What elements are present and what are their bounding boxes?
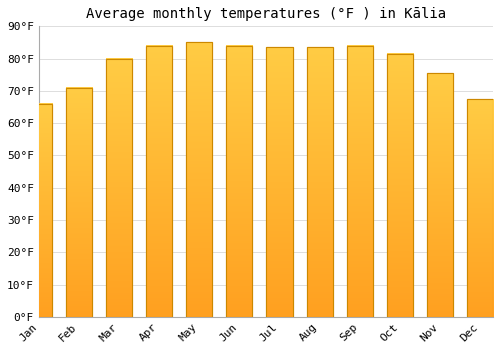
Bar	[387, 54, 413, 317]
Bar	[467, 99, 493, 317]
Bar	[346, 46, 372, 317]
Bar	[427, 73, 453, 317]
Bar	[306, 47, 332, 317]
Bar	[106, 58, 132, 317]
Bar	[266, 47, 292, 317]
Bar	[106, 58, 132, 317]
Bar	[66, 88, 92, 317]
Bar	[346, 46, 372, 317]
Title: Average monthly temperatures (°F ) in Kālia: Average monthly temperatures (°F ) in Kā…	[86, 7, 446, 21]
Bar	[306, 47, 332, 317]
Bar	[387, 54, 413, 317]
Bar	[226, 46, 252, 317]
Bar	[146, 46, 172, 317]
Bar	[26, 104, 52, 317]
Bar	[186, 42, 212, 317]
Bar	[146, 46, 172, 317]
Bar	[26, 104, 52, 317]
Bar	[266, 47, 292, 317]
Bar	[66, 88, 92, 317]
Bar	[226, 46, 252, 317]
Bar	[186, 42, 212, 317]
Bar	[427, 73, 453, 317]
Bar	[467, 99, 493, 317]
